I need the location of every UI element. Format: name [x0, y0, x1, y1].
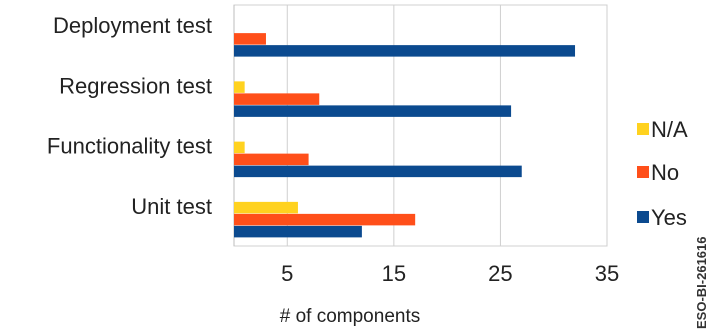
bar-yes-3 — [234, 225, 362, 238]
legend: N/A No Yes — [637, 117, 688, 230]
category-label-0: Deployment test — [53, 13, 212, 38]
category-label-2: Functionality test — [47, 134, 212, 159]
bar-n-a-3 — [234, 201, 298, 214]
bar-yes-1 — [234, 105, 512, 117]
x-tick-label-0: 5 — [281, 261, 293, 286]
x-tick-label-2: 25 — [488, 261, 512, 286]
bar-yes-2 — [234, 165, 522, 178]
bar-n-a-1 — [234, 81, 245, 93]
legend-swatch-no — [637, 166, 649, 178]
watermark-id: ESO-BI-261616 — [694, 237, 709, 330]
category-label-3: Unit test — [131, 194, 212, 219]
category-labels: Deployment test Regression test Functional… — [47, 13, 212, 219]
x-tick-label-1: 15 — [382, 261, 406, 286]
legend-swatch-yes — [637, 211, 649, 223]
bar-no-1 — [234, 93, 320, 105]
legend-label-n-a: N/A — [651, 117, 688, 142]
bar-n-a-2 — [234, 141, 245, 154]
bar-yes-0 — [234, 45, 576, 57]
x-tick-label-3: 35 — [595, 261, 619, 286]
category-label-1: Regression test — [59, 73, 212, 98]
legend-label-yes: Yes — [651, 205, 687, 230]
bar-no-2 — [234, 153, 309, 166]
legend-label-no: No — [651, 160, 679, 185]
bar-series-group — [234, 33, 576, 238]
x-tick-labels: 5 15 25 35 — [281, 261, 619, 286]
bar-no-3 — [234, 213, 416, 226]
x-axis-title: # of components — [280, 306, 420, 327]
bar-no-0 — [234, 33, 266, 45]
legend-swatch-n-a — [637, 123, 649, 135]
